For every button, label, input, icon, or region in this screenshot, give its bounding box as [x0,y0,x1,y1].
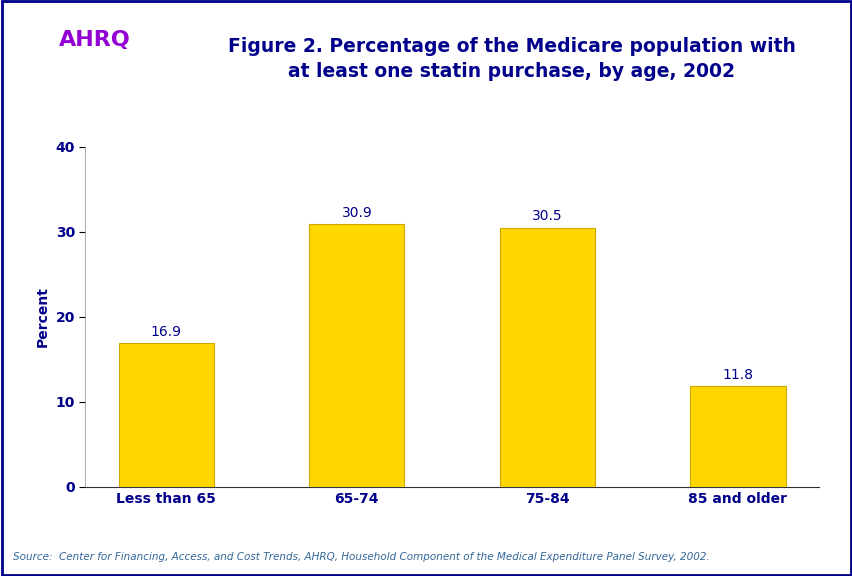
Text: 30.9: 30.9 [341,206,371,220]
Text: 30.5: 30.5 [532,209,562,223]
Text: Source:  Center for Financing, Access, and Cost Trends, AHRQ, Household Componen: Source: Center for Financing, Access, an… [13,552,709,562]
Text: Figure 2. Percentage of the Medicare population with
at least one statin purchas: Figure 2. Percentage of the Medicare pop… [227,37,795,81]
Text: 11.8: 11.8 [722,368,752,382]
Bar [118,343,214,487]
Text: 16.9: 16.9 [151,325,181,339]
Text: AHRQ: AHRQ [60,30,131,50]
Bar [689,386,785,487]
Bar [308,224,404,487]
Bar [499,228,595,487]
Y-axis label: Percent: Percent [36,286,50,347]
Text: Advancing
Excellence in
Health Care: Advancing Excellence in Health Care [67,62,123,92]
